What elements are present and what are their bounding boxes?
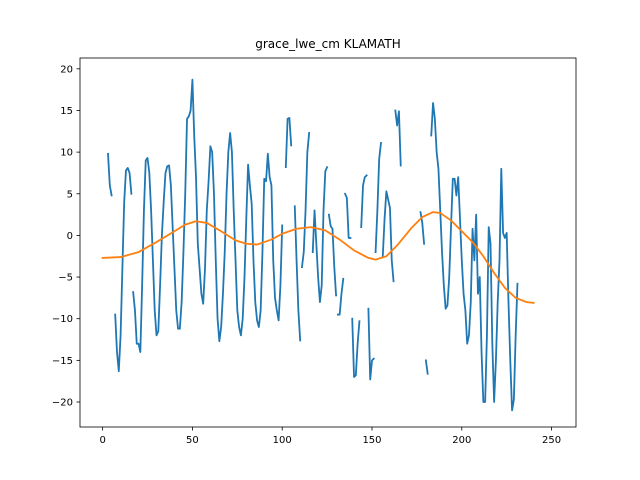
y-tick-label: 10	[60, 148, 73, 159]
x-tick-label: 50	[186, 435, 199, 446]
axis-layer: 0 50 100 150 200 250 −20 −15 −10 −5 0 5 10 15 20	[52, 64, 561, 446]
series-1-line-segment-18	[419, 211, 426, 245]
series-1-line-segment-3	[132, 78, 284, 353]
series-1-line-segment-11	[351, 317, 361, 378]
y-tick-label: −15	[52, 356, 73, 367]
series-1-line-segment-16	[394, 109, 402, 167]
x-tick-label: 100	[273, 435, 292, 446]
y-tick-label: −10	[52, 314, 73, 325]
series-1-line-segment-7	[311, 165, 329, 303]
series-1-line-segment-13	[367, 307, 376, 381]
series-1-line-segment-1	[107, 152, 113, 197]
x-tick-label: 0	[99, 435, 105, 446]
y-tick-label: 0	[67, 231, 73, 242]
series-2-line-segment-1	[101, 211, 535, 304]
series-1-line-segment-9	[336, 277, 345, 316]
chart-title: grace_lwe_cm KLAMATH	[255, 37, 401, 51]
series-1-line-segment-6	[300, 131, 311, 269]
series-layer	[101, 78, 535, 412]
series-1-line-segment-17	[424, 359, 429, 375]
series-1-line-segment-4	[284, 117, 293, 169]
series-1-line-segment-10	[343, 192, 352, 239]
y-tick-label: 15	[60, 106, 73, 117]
y-tick-label: −5	[58, 273, 73, 284]
x-tick-label: 150	[362, 435, 381, 446]
series-1-line-segment-14	[374, 141, 382, 254]
series-1-line-segment-12	[360, 174, 368, 229]
plot-frame	[79, 57, 577, 428]
series-1-line-segment-15	[381, 190, 395, 283]
y-tick-label: 5	[67, 189, 73, 200]
x-tick-label: 250	[542, 435, 561, 446]
y-tick-label: 20	[60, 64, 73, 75]
x-tick-label: 200	[452, 435, 471, 446]
series-1-line-segment-8	[327, 213, 338, 297]
y-tick-label: −20	[52, 398, 73, 409]
series-1-line-segment-2	[114, 167, 133, 373]
series-1-line-segment-5	[293, 205, 302, 342]
series-1-line-segment-19	[430, 102, 519, 412]
